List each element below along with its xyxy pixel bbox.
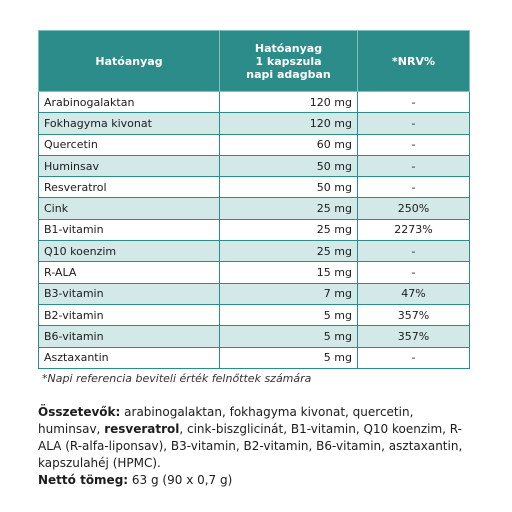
table-row: B6-vitamin 5 mg 357% [38,325,470,348]
net-weight-value: 63 g (90 x 0,7 g) [128,473,233,487]
amount-cell: 5 mg [219,325,358,348]
nrv-cell: 250% [357,197,470,220]
name-cell: B2-vitamin [38,303,220,327]
name-cell: Huminsav [38,154,220,178]
header-row: Hatóanyag Hatóanyag 1 kapszula napi adagban… [38,30,470,92]
table-row: Arabinogalaktan 120 mg - [38,90,470,114]
nrv-cell: - [357,90,470,114]
amount-cell: 25 mg [219,197,358,220]
table-row: Fokhagyma kivonat 120 mg - [38,112,470,135]
table-row: Huminsav 50 mg - [38,154,470,178]
amount-cell: 7 mg [219,282,358,305]
table-row: B3-vitamin 7 mg 47% [38,282,470,305]
header-cell: Hatóanyag 1 kapszula napi adagban [219,30,358,92]
table-row: B2-vitamin 5 mg 357% [38,303,470,327]
ingredients-block: Összetevők: arabinogalaktan, fokhagyma k… [38,404,478,489]
nrv-cell: - [357,240,470,263]
name-cell: Resveratrol [38,176,220,199]
header-line: Hatóanyag [254,41,323,55]
table-row: Resveratrol 50 mg - [38,176,470,199]
amount-cell: 120 mg [219,112,358,135]
ingredients-text: , cink-biszglicinát, B1-vitamin, Q10 koe… [38,422,463,470]
table-row: Cink 25 mg 250% [38,197,470,220]
name-cell: B6-vitamin [38,325,220,348]
name-cell: Cink [38,197,220,220]
net-weight-label: Nettó tömeg: [38,473,129,487]
amount-cell: 50 mg [219,176,358,199]
amount-cell: 60 mg [219,133,358,156]
table-row: Quercetin 60 mg - [38,133,470,156]
header-line: 1 kapszula [255,54,322,68]
nrv-cell: - [357,112,470,135]
nrv-cell: - [357,261,470,284]
ingredients-text: arabinogalaktan, fokhagyma kivonat, quer… [38,405,414,436]
nrv-cell: 357% [357,325,470,348]
nrv-cell: 357% [357,303,470,327]
name-cell: Q10 koenzim [38,240,220,263]
ingredients-label: Összetevők: [38,405,121,419]
table-row: R-ALA 15 mg - [38,261,470,284]
amount-cell: 5 mg [219,346,358,369]
amount-cell: 5 mg [219,303,358,327]
ingredients-highlight: resveratrol [104,422,180,436]
name-cell: B1-vitamin [38,218,220,242]
amount-cell: 120 mg [219,90,358,114]
table-row: B1-vitamin 25 mg 2273% [38,218,470,242]
name-cell: Asztaxantin [38,346,220,369]
nrv-cell: 2273% [357,218,470,242]
name-cell: Fokhagyma kivonat [38,112,220,135]
nrv-cell: - [357,176,470,199]
table-row: Asztaxantin 5 mg - [38,346,470,369]
amount-cell: 50 mg [219,154,358,178]
nrv-cell: - [357,346,470,369]
nrv-cell: 47% [357,282,470,305]
nrv-cell: - [357,133,470,156]
header-cell: *NRV% [357,30,470,92]
name-cell: Arabinogalaktan [38,90,220,114]
amount-cell: 25 mg [219,218,358,242]
header-line: napi adagban [246,67,331,81]
table-row: Q10 koenzim 25 mg - [38,240,470,263]
amount-cell: 15 mg [219,261,358,284]
header-cell: Hatóanyag [38,30,220,92]
amount-cell: 25 mg [219,240,358,263]
name-cell: Quercetin [38,133,220,156]
ingredient-table: Hatóanyag Hatóanyag 1 kapszula napi adagban… [38,30,470,369]
name-cell: B3-vitamin [38,282,220,305]
footnote: *Napi referencia beviteli érték felnőtte… [42,372,312,385]
name-cell: R-ALA [38,261,220,284]
nrv-cell: - [357,154,470,178]
